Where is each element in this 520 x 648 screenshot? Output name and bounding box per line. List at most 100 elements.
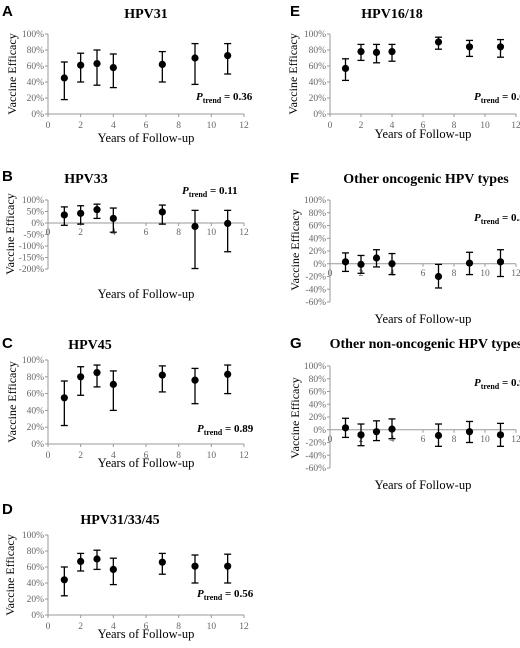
x-tick-label: 6 [144,121,149,131]
y-tick-label: 40% [27,579,45,589]
x-tick-label: 0 [328,269,333,279]
data-point [60,576,68,584]
y-tick-label: 20% [309,247,327,257]
x-tick-label: 4 [390,435,395,445]
panel-letter: B [2,168,13,185]
x-tick-label: 6 [421,269,426,279]
y-tick-label: 40% [27,78,45,88]
y-tick-label: 60% [309,388,327,398]
panel-title: HPV45 [68,338,112,353]
x-tick-label: 0 [328,435,333,445]
x-tick-label: 2 [78,228,83,238]
y-tick-label: 40% [309,234,327,244]
data-point [388,48,396,56]
y-tick-label: 60% [27,563,45,573]
y-tick-label: -40% [305,285,326,295]
data-point [224,52,232,60]
y-tick-label: -20% [305,273,326,283]
data-point [191,376,199,384]
y-tick-label: 100% [304,362,326,372]
y-tick-label: -50% [23,231,44,241]
x-tick-label: 8 [452,435,457,445]
data-point [465,428,474,436]
y-tick-label: 100% [304,30,326,40]
y-tick-label: 20% [309,94,327,104]
y-tick-label: 20% [27,595,45,605]
data-point [357,431,365,439]
x-tick-label: 8 [452,269,457,279]
y-tick-label: 80% [309,46,327,56]
p-trend-label: Ptrend = 0.89 [197,423,254,437]
y-axis-label: Vaccine Efficacy [286,33,300,114]
panel-letter: F [290,170,299,187]
x-tick-label: 2 [78,451,83,461]
p-trend-label: Ptrend = 0.50 [474,212,520,226]
x-tick-label: 4 [390,121,395,131]
x-axis-label: Years of Follow-up [375,312,472,326]
x-tick-label: 10 [480,435,490,445]
y-tick-label: 40% [309,400,327,410]
x-tick-label: 6 [144,622,149,632]
data-point [77,373,85,381]
x-tick-label: 10 [207,121,217,131]
panel-letter: D [2,501,13,518]
x-tick-label: 12 [511,269,520,279]
y-tick-label: 0% [31,440,44,450]
y-tick-label: 0% [31,219,44,229]
data-point [60,394,68,402]
y-axis-label: Vaccine Efficacy [3,193,17,274]
x-tick-label: 8 [176,121,181,131]
data-point [388,260,396,268]
y-tick-label: 60% [309,222,327,232]
data-point [496,43,505,51]
data-point [496,431,505,439]
data-point [93,206,101,214]
data-point [224,219,232,228]
y-axis-label: Vaccine Efficacy [5,33,19,114]
panel-d: D HPV31/33/45 0% 20% 40% 60% 80% 100% 0 2 4 6 8 10 12 Y… [2,501,254,641]
data-point [465,43,474,51]
data-point [465,259,474,267]
x-tick-label: 0 [46,622,51,632]
x-tick-label: 10 [207,451,217,461]
x-tick-label: 8 [176,451,181,461]
data-point [77,557,85,566]
x-tick-label: 8 [452,121,457,131]
data-point [372,254,381,262]
y-tick-label: 60% [27,62,45,72]
data-point [496,258,505,266]
data-point [388,425,396,433]
x-axis-label: Years of Follow-up [98,456,195,470]
panel-letter: E [290,3,300,20]
panel-title: Other oncogenic HPV types [343,172,509,187]
x-tick-label: 2 [359,121,364,131]
data-point [158,371,166,379]
x-axis-label: Years of Follow-up [375,127,472,141]
x-tick-label: 0 [328,121,333,131]
y-tick-label: -60% [305,464,326,474]
data-point [341,424,350,432]
x-tick-label: 6 [144,228,149,238]
y-tick-label: -40% [305,451,326,461]
p-trend-label: Ptrend = 0.07 [474,91,520,105]
panel-letter: C [2,335,13,352]
panel-title: HPV33 [64,172,108,187]
x-tick-label: 10 [207,228,217,238]
data-point [434,431,443,440]
data-point [158,60,166,68]
panel-c: C HPV45 0% 20% 40% 60% 80% 100% 0 2 4 6 8 10 12 Years o… [2,335,254,470]
y-tick-label: 50% [27,208,45,218]
data-point [372,428,381,436]
data-point [60,211,68,219]
panel-title: Other non-oncogenic HPV types [330,337,520,352]
y-tick-label: -150% [19,254,44,264]
x-tick-label: 12 [511,435,520,445]
p-trend-label: Ptrend = 0.56 [197,588,254,602]
data-point [191,222,199,231]
x-tick-label: 10 [480,121,490,131]
panel-letter: G [290,335,302,352]
data-point [341,64,350,72]
x-tick-label: 2 [78,121,83,131]
y-axis-label: Vaccine Efficacy [5,361,19,442]
y-tick-label: 0% [31,611,44,621]
